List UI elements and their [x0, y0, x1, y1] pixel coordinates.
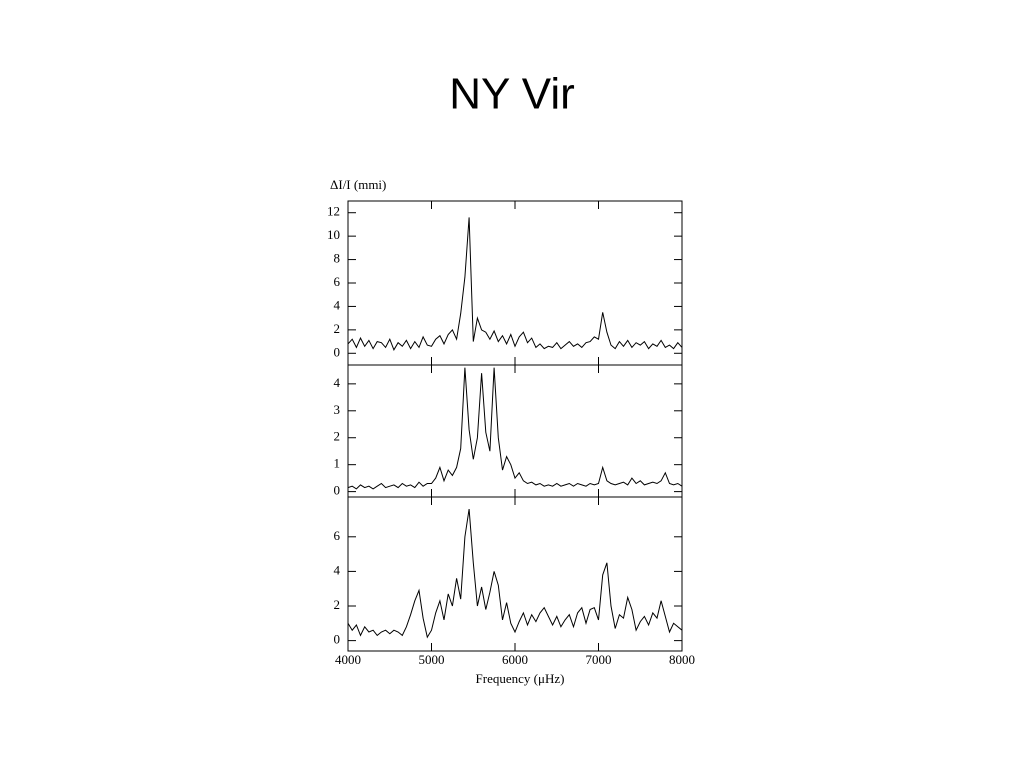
y-tick-label: 0 [334, 632, 341, 647]
y-tick-label: 2 [334, 429, 341, 444]
y-tick-label: 0 [334, 344, 341, 359]
y-tick-label: 1 [334, 456, 341, 471]
y-tick-label: 6 [334, 274, 341, 289]
spectrum-line [347, 217, 683, 351]
y-tick-label: 4 [334, 562, 341, 577]
spectrum-line [347, 367, 683, 490]
x-axis-label: Frequency (μHz) [476, 671, 565, 686]
slide-title: NY Vir [449, 70, 575, 119]
y-tick-label: 2 [334, 321, 341, 336]
y-tick-label: 6 [334, 528, 341, 543]
x-tick-label: 6000 [502, 652, 528, 667]
x-tick-label: 7000 [586, 652, 612, 667]
y-tick-label: 4 [334, 375, 341, 390]
y-axis-label: ΔI/I (mmi) [330, 177, 386, 192]
x-tick-label: 5000 [419, 652, 445, 667]
y-tick-label: 12 [327, 204, 340, 219]
y-tick-label: 10 [327, 227, 340, 242]
y-tick-label: 4 [334, 297, 341, 312]
y-tick-label: 0 [334, 483, 341, 498]
plot-frame [347, 496, 683, 652]
plot-frame [347, 200, 683, 366]
spectrum-line [347, 509, 683, 639]
x-tick-label: 8000 [669, 652, 695, 667]
y-tick-label: 2 [334, 597, 341, 612]
x-tick-label: 4000 [335, 652, 361, 667]
y-tick-label: 8 [334, 251, 341, 266]
y-tick-label: 3 [334, 402, 341, 417]
